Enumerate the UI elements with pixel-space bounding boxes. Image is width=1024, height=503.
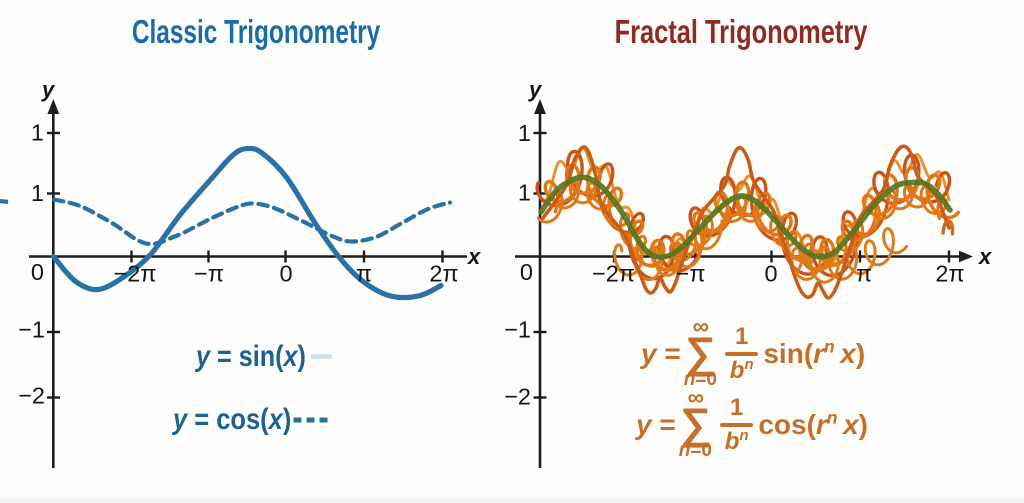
svg-text:0: 0 — [520, 259, 533, 285]
svg-text:−π: −π — [194, 261, 224, 287]
svg-text:x: x — [467, 244, 481, 269]
svg-text:−1: −1 — [18, 317, 45, 343]
svg-text:1: 1 — [31, 180, 44, 206]
svg-text:0: 0 — [31, 259, 44, 285]
svg-text:−2: −2 — [504, 384, 531, 410]
svg-text:1: 1 — [31, 120, 44, 146]
svg-text:2π: 2π — [429, 261, 458, 287]
svg-text:2π: 2π — [935, 261, 964, 287]
svg-text:−π: −π — [676, 261, 706, 287]
svg-text:−2π: −2π — [113, 261, 156, 287]
svg-text:y: y — [528, 77, 543, 102]
svg-text:π: π — [856, 261, 872, 287]
svg-text:−2π: −2π — [592, 261, 635, 287]
svg-text:1: 1 — [518, 120, 531, 146]
svg-text:0: 0 — [279, 261, 292, 287]
svg-text:x: x — [978, 244, 992, 269]
svg-text:−2: −2 — [18, 383, 45, 409]
svg-text:0: 0 — [764, 261, 777, 287]
svg-text:π: π — [356, 261, 372, 287]
svg-text:y: y — [41, 77, 56, 102]
svg-text:−1: −1 — [504, 317, 531, 343]
svg-text:1: 1 — [518, 180, 531, 206]
